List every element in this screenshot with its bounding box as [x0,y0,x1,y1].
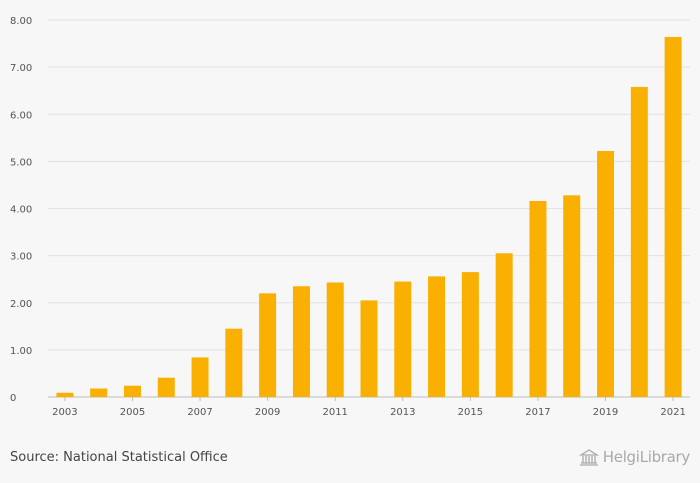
x-tick-label: 2019 [593,407,618,418]
bar-2011 [326,282,344,397]
bar-2017 [529,200,547,397]
x-tick-label: 2013 [390,407,415,418]
bar-2015 [461,272,479,397]
bar-2013 [394,281,412,397]
library-building-icon [578,449,600,466]
brand-name: HelgiLibrary [602,448,691,466]
bar-2005 [123,385,141,397]
bar-2020 [630,86,648,397]
y-tick-label: 8.00 [10,16,32,27]
x-tick-label: 2007 [187,407,212,418]
x-tick-label: 2015 [458,407,483,418]
bar-2019 [597,151,615,397]
y-tick-label: 6.00 [10,110,32,121]
bar-2012 [360,300,378,397]
x-tick-label: 2017 [525,407,550,418]
bar-2004 [90,388,108,397]
bar-2014 [428,276,446,397]
x-tick-label: 2011 [322,407,347,418]
bar-2007 [191,357,209,397]
y-tick-label: 0 [10,393,16,404]
bar-chart: 0 1.00 2.00 3.00 4.00 5.00 6.00 7.00 8.00 2003 20… [10,16,690,418]
bar-2010 [292,286,310,397]
y-tick-label: 5.00 [10,157,32,168]
y-tick-label: 7.00 [10,63,32,74]
y-tick-label: 2.00 [10,299,32,310]
bar-2003 [56,392,74,397]
bar-2006 [157,377,175,397]
y-tick-label: 1.00 [10,346,32,357]
bar-2016 [495,253,513,397]
x-tick-label: 2021 [660,407,685,418]
source-note: Source: National Statistical Office [10,450,228,465]
x-tick-label: 2005 [120,407,145,418]
x-tick-label: 2003 [52,407,77,418]
y-tick-label: 3.00 [10,252,32,263]
bar-2021 [664,36,682,398]
bar-2009 [259,293,277,397]
x-tick-label: 2009 [255,407,280,418]
bar-2018 [563,195,581,397]
y-tick-label: 4.00 [10,205,32,216]
bar-2008 [225,328,243,397]
brand-logo: HelgiLibrary [578,448,690,466]
